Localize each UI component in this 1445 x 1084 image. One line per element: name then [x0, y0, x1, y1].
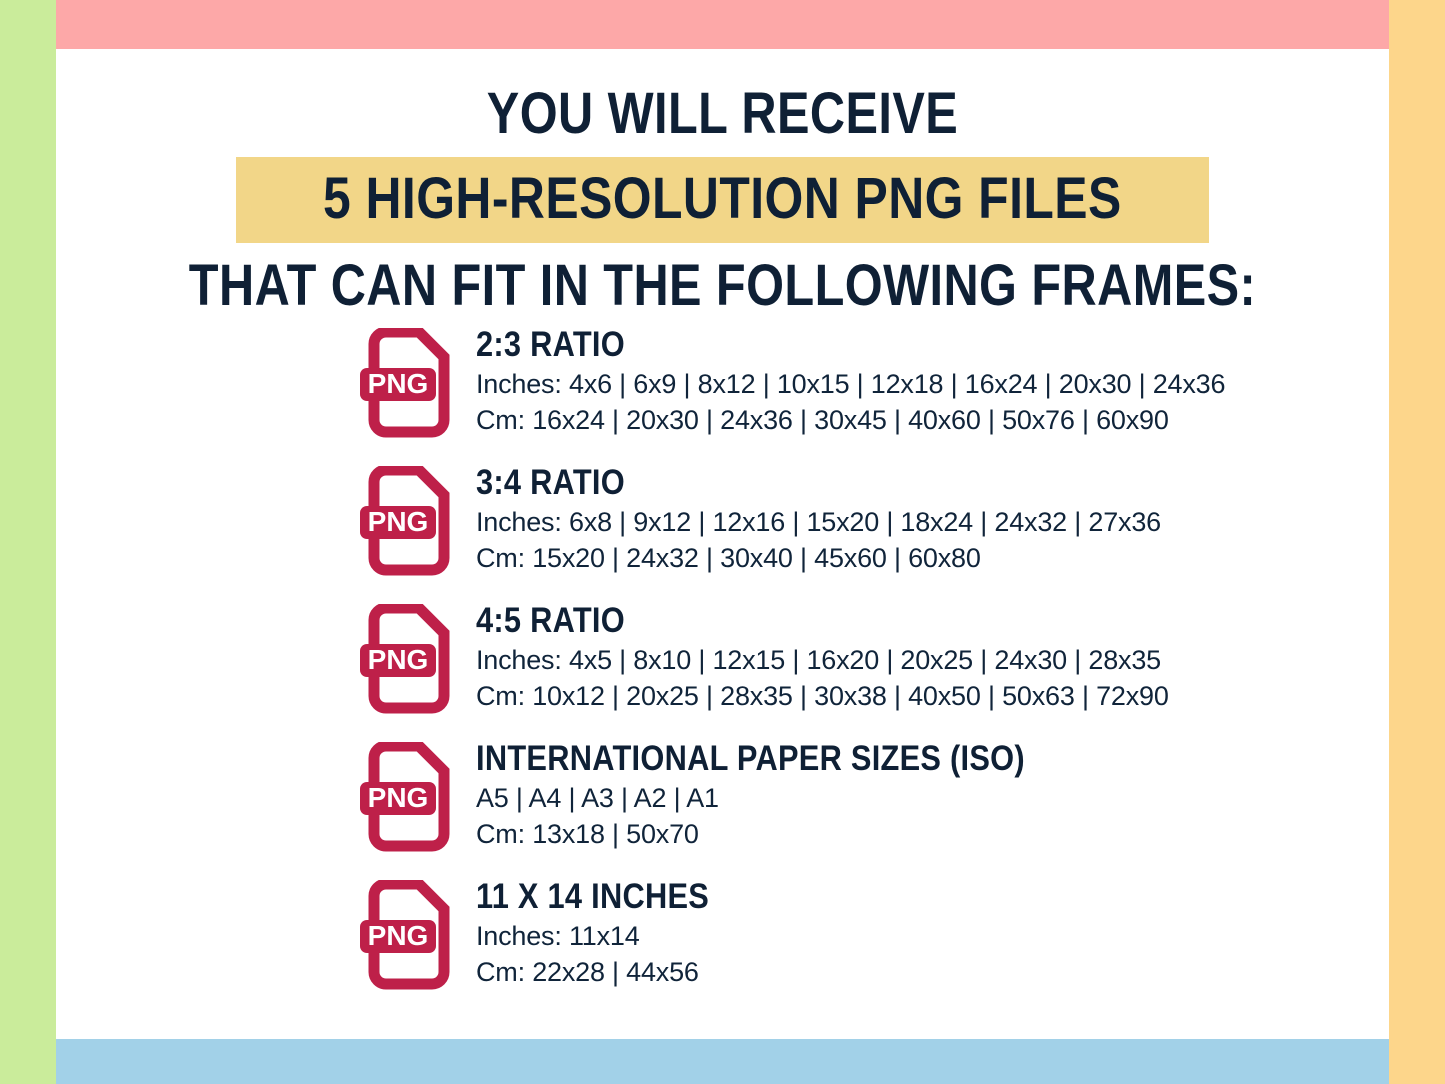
decorative-border-top-pink — [56, 0, 1389, 49]
png-icon-label: PNG — [368, 368, 429, 399]
png-file-icon: PNG — [360, 880, 450, 990]
format-text-cell: INTERNATIONAL PAPER SIZES (ISO) A5 | A4 … — [472, 739, 1100, 853]
format-title: INTERNATIONAL PAPER SIZES (ISO) — [476, 739, 1025, 778]
format-inches-line: Inches: 6x8 | 9x12 | 12x16 | 15x20 | 18x… — [476, 507, 1161, 538]
format-icon-cell: PNG — [360, 739, 472, 854]
format-row: PNG 3:4 RATIO Inches: 6x8 | 9x12 | 12x16… — [360, 463, 1370, 578]
heading-highlight-wrapper: 5 HIGH-RESOLUTION PNG FILES — [56, 157, 1389, 243]
png-icon-label: PNG — [368, 782, 429, 813]
format-row: PNG 4:5 RATIO Inches: 4x5 | 8x10 | 12x15… — [360, 601, 1370, 716]
png-file-icon: PNG — [360, 604, 450, 714]
heading-highlight-box: 5 HIGH-RESOLUTION PNG FILES — [236, 157, 1209, 243]
format-text-cell: 2:3 RATIO Inches: 4x6 | 6x9 | 8x12 | 10x… — [472, 325, 1226, 439]
decorative-border-bottom-blue — [56, 1039, 1389, 1084]
format-title: 11 X 14 INCHES — [476, 877, 710, 916]
format-title: 2:3 RATIO — [476, 325, 625, 364]
format-inches-line: Inches: 4x6 | 6x9 | 8x12 | 10x15 | 12x18… — [476, 369, 1226, 400]
png-icon-label: PNG — [368, 644, 429, 675]
content-stage: YOU WILL RECEIVE 5 HIGH-RESOLUTION PNG F… — [56, 49, 1389, 1039]
format-row: PNG INTERNATIONAL PAPER SIZES (ISO) A5 |… — [360, 739, 1370, 854]
format-text-cell: 4:5 RATIO Inches: 4x5 | 8x10 | 12x15 | 1… — [472, 601, 1169, 715]
heading-line-1: YOU WILL RECEIVE — [486, 81, 959, 146]
format-cm-line: Cm: 22x28 | 44x56 — [476, 957, 699, 988]
format-inches-line: Inches: 11x14 — [476, 921, 640, 952]
format-text-cell: 11 X 14 INCHES Inches: 11x14 Cm: 22x28 |… — [472, 877, 741, 991]
format-cm-line: Cm: 16x24 | 20x30 | 24x36 | 30x45 | 40x6… — [476, 405, 1169, 436]
png-file-icon: PNG — [360, 466, 450, 576]
format-title: 3:4 RATIO — [476, 463, 625, 502]
format-text-cell: 3:4 RATIO Inches: 6x8 | 9x12 | 12x16 | 1… — [472, 463, 1161, 577]
format-cm-line: Cm: 15x20 | 24x32 | 30x40 | 45x60 | 60x8… — [476, 543, 981, 574]
png-icon-label: PNG — [368, 920, 429, 951]
format-row: PNG 2:3 RATIO Inches: 4x6 | 6x9 | 8x12 |… — [360, 325, 1370, 440]
png-file-icon: PNG — [360, 328, 450, 438]
png-icon-label: PNG — [368, 506, 429, 537]
format-cm-line: Cm: 10x12 | 20x25 | 28x35 | 30x38 | 40x5… — [476, 681, 1169, 712]
format-icon-cell: PNG — [360, 325, 472, 440]
decorative-border-left-green — [0, 0, 56, 1084]
format-row: PNG 11 X 14 INCHES Inches: 11x14 Cm: 22x… — [360, 877, 1370, 992]
format-icon-cell: PNG — [360, 601, 472, 716]
png-file-icon: PNG — [360, 742, 450, 852]
format-list: PNG 2:3 RATIO Inches: 4x6 | 6x9 | 8x12 |… — [360, 325, 1370, 992]
decorative-border-right-yellow — [1389, 0, 1445, 1084]
format-icon-cell: PNG — [360, 463, 472, 578]
heading-line-2: 5 HIGH-RESOLUTION PNG FILES — [323, 166, 1122, 231]
format-icon-cell: PNG — [360, 877, 472, 992]
format-inches-line: Inches: 4x5 | 8x10 | 12x15 | 16x20 | 20x… — [476, 645, 1161, 676]
format-cm-line: Cm: 13x18 | 50x70 — [476, 819, 699, 850]
format-title: 4:5 RATIO — [476, 601, 625, 640]
format-inches-line: A5 | A4 | A3 | A2 | A1 — [476, 783, 719, 814]
heading-block: YOU WILL RECEIVE 5 HIGH-RESOLUTION PNG F… — [56, 85, 1389, 315]
heading-line-3: THAT CAN FIT IN THE FOLLOWING FRAMES: — [188, 253, 1257, 318]
